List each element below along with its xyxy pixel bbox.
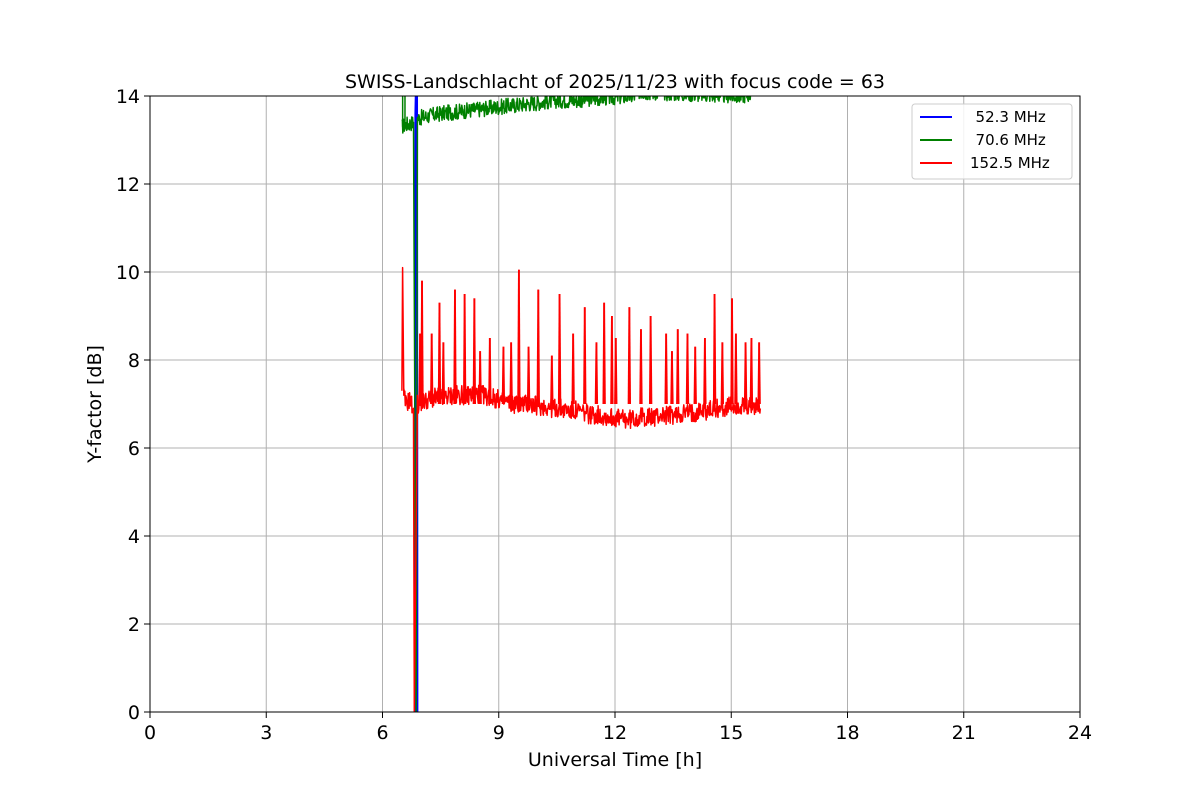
series-152-5-mhz-spike	[758, 342, 761, 405]
series-152-5-mhz-spike	[750, 337, 754, 405]
series-152-5-mhz-spike	[686, 333, 690, 405]
series-152-5-mhz-spike	[463, 293, 467, 405]
x-tick-label: 3	[260, 722, 272, 744]
series-152-5-mhz-spike	[510, 342, 513, 405]
series-70-6-mhz-line	[401, 96, 752, 712]
series-152-5-mhz-spike	[488, 337, 492, 405]
x-tick-label: 24	[1068, 722, 1092, 744]
series-152-5-mhz-spike	[518, 269, 521, 405]
series-152-5-mhz-spike	[614, 337, 618, 405]
series-152-5-mhz-spike	[479, 351, 482, 405]
series-152-5-mhz-spike	[473, 298, 477, 405]
y-axis-title: Y-factor [dB]	[84, 345, 106, 464]
y-tick-label: 12	[116, 174, 140, 196]
series-152-5-mhz-spike	[502, 346, 506, 405]
y-tick-label: 2	[128, 614, 140, 636]
series-152-5-mhz-spike	[583, 307, 587, 405]
series-152-5-mhz-spike	[694, 346, 697, 405]
series-152-5-mhz-spike	[744, 342, 748, 405]
y-tick-label: 4	[128, 526, 140, 548]
series-152-5-mhz-spike	[454, 289, 457, 405]
x-tick-label: 0	[144, 722, 156, 744]
legend-box	[911, 103, 1073, 180]
series-152-5-mhz-spike	[721, 342, 725, 405]
series-152-5-mhz-spike	[550, 355, 554, 405]
x-tick-label: 21	[952, 722, 976, 744]
series-152-5-mhz-spike	[603, 302, 606, 405]
series-152-5-mhz-spike	[595, 342, 599, 405]
legend-label-152-5: 152.5 MHz	[970, 154, 1050, 172]
series-layer	[401, 96, 762, 712]
series-152-5-mhz-spike	[527, 346, 531, 405]
series-152-5-mhz-spike	[611, 315, 614, 405]
series-152-5-mhz-spike	[671, 351, 674, 405]
series-152-5-mhz-spike	[665, 333, 668, 405]
legend: 52.3 MHz 70.6 MHz 152.5 MHz	[911, 103, 1073, 180]
legend-label-52-3: 52.3 MHz	[966, 108, 1046, 126]
series-152-5-mhz-spike	[558, 293, 562, 405]
series-152-5-mhz-spike	[438, 302, 442, 405]
series-152-5-mhz-spike	[649, 315, 653, 405]
x-tick-label: 6	[376, 722, 388, 744]
x-tick-label: 15	[719, 722, 743, 744]
y-tick-label: 14	[116, 86, 140, 108]
series-152-5-mhz-spike	[735, 333, 738, 405]
series-152-5-mhz-spike	[421, 280, 424, 405]
series-152-5-mhz-spike	[628, 307, 632, 405]
x-tick-label: 12	[603, 722, 627, 744]
x-tick-label: 18	[835, 722, 859, 744]
series-152-5-mhz-spike	[442, 342, 446, 405]
series-152-5-mhz-spike	[731, 298, 734, 405]
series-152-5-mhz-spike	[572, 333, 575, 405]
x-tick-label: 9	[493, 722, 505, 744]
series-152-5-mhz-spike	[430, 333, 434, 405]
y-tick-label: 0	[128, 702, 140, 724]
series-152-5-mhz-spike	[640, 329, 643, 405]
y-tick-label: 10	[116, 262, 140, 284]
series-152-5-mhz-spike	[713, 293, 717, 405]
y-tick-label: 8	[128, 350, 140, 372]
series-152-5-mhz-spike	[676, 329, 680, 405]
chart-title: SWISS-Landschlacht of 2025/11/23 with fo…	[345, 71, 885, 93]
series-152-5-mhz-spike	[704, 337, 707, 405]
series-152-5-mhz-spike	[537, 289, 540, 405]
x-axis-title: Universal Time [h]	[528, 749, 702, 771]
legend-label-70-6: 70.6 MHz	[966, 131, 1046, 149]
y-tick-label: 6	[128, 438, 140, 460]
